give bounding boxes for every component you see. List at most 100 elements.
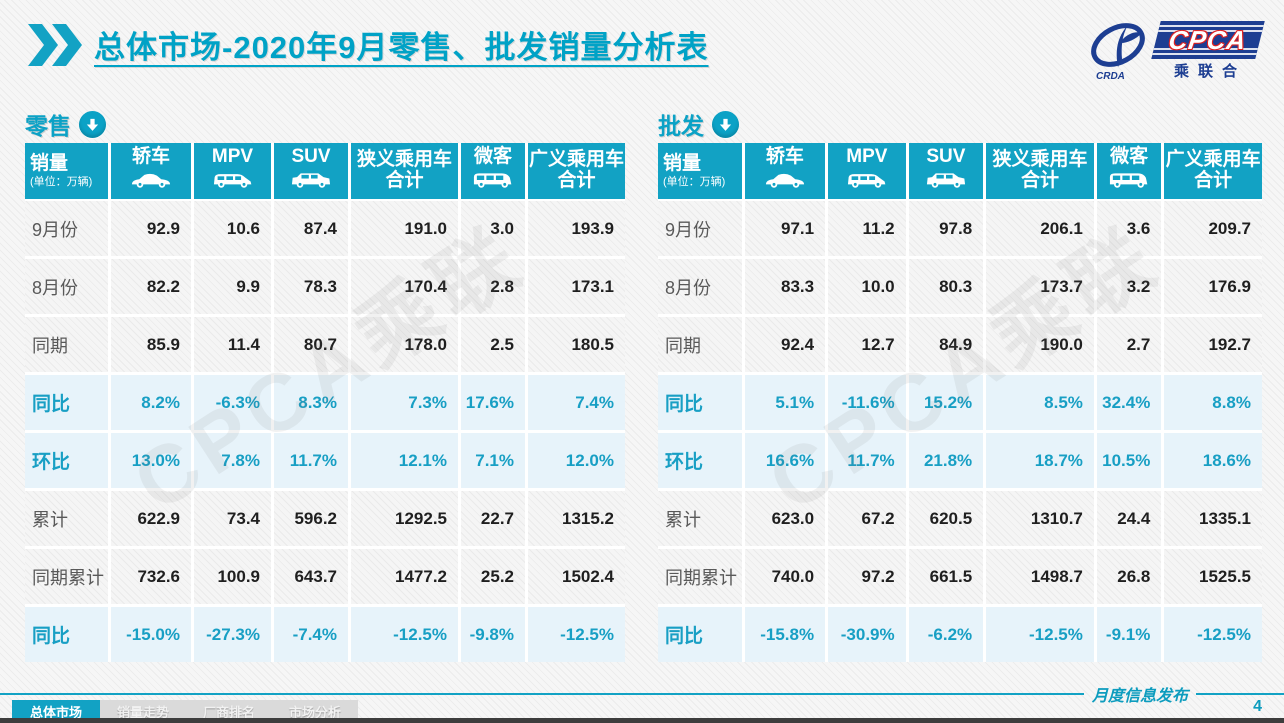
- col-header-sedan: 轿车: [111, 143, 191, 199]
- table-cell-broad: -12.5%: [1164, 607, 1262, 662]
- table-cell-mpv: 11.4: [194, 317, 271, 372]
- table-cell-micro: 10.5%: [1096, 433, 1162, 488]
- divider: [0, 693, 1084, 695]
- col-header-label: 广义乘用车: [528, 149, 624, 171]
- table-cell-broad: 1502.4: [528, 549, 625, 604]
- table-cell-mpv: 11.7%: [828, 433, 906, 488]
- cpca-logo: CRDA CPCA 乘联合: [1088, 12, 1268, 84]
- table-cell-broad: 8.8%: [1164, 375, 1262, 430]
- table-cell-sedan: 83.3: [744, 259, 826, 314]
- wholesale-section-head: 批发: [658, 108, 1262, 140]
- col-header-narrow: 狭义乘用车 合计: [351, 143, 458, 199]
- table-cell-narrow: 190.0: [986, 317, 1094, 372]
- cpca-acronym: CPCA: [1167, 24, 1250, 55]
- row-label: 累计: [658, 491, 742, 546]
- tab-市场分析[interactable]: 市场分析: [288, 705, 341, 720]
- table-cell-sedan: 13.0%: [111, 433, 191, 488]
- bottom-border: [0, 718, 1284, 723]
- tab-总体市场[interactable]: 总体市场: [12, 700, 100, 723]
- table-cell-broad: 1525.5: [1164, 549, 1262, 604]
- col-header-label: 轿车: [131, 146, 170, 168]
- col-header-label: 狭义乘用车: [356, 149, 452, 171]
- col-header-sedan: 轿车: [744, 143, 826, 199]
- table-cell-micro: 3.2: [1096, 259, 1162, 314]
- table-cell-sedan: -15.8%: [744, 607, 826, 662]
- table-cell-sedan: 622.9: [111, 491, 191, 546]
- retail-panel: 零售 销量 (单位：万辆) 轿车 MPV SUV 狭义乘用车 合计 微客 广义乘用车 合计 9月份 9…: [25, 108, 625, 662]
- col-header-broad: 广义乘用车 合计: [1164, 143, 1262, 199]
- col-header-sublabel: (单位：万辆): [30, 176, 93, 189]
- col-header-suv: SUV: [908, 143, 984, 199]
- svg-text:CRDA: CRDA: [1096, 71, 1125, 81]
- table-cell-suv: 80.3: [908, 259, 984, 314]
- table-cell-narrow: 1498.7: [986, 549, 1094, 604]
- van-icon: [471, 168, 515, 195]
- table-cell-micro: 22.7: [461, 491, 525, 546]
- col-header-label: 轿车: [765, 146, 804, 168]
- col-header-label: 微客: [473, 146, 512, 168]
- table-cell-suv: 80.7: [274, 317, 348, 372]
- table-cell-suv: 643.7: [274, 549, 348, 604]
- crda-emblem-icon: CRDA: [1091, 23, 1145, 81]
- sedan-icon: [129, 168, 173, 195]
- table-cell-sedan: 82.2: [111, 259, 191, 314]
- table-cell-suv: 87.4: [274, 201, 348, 256]
- row-label: 同比: [658, 607, 742, 662]
- table-cell-micro: 2.7: [1096, 317, 1162, 372]
- table-cell-broad: 1315.2: [528, 491, 625, 546]
- col-header-label: MPV: [211, 146, 254, 168]
- table-cell-broad: 192.7: [1164, 317, 1262, 372]
- table-cell-narrow: 173.7: [986, 259, 1094, 314]
- table-cell-narrow: 8.5%: [986, 375, 1094, 430]
- row-label: 同比: [25, 375, 108, 430]
- table-cell-mpv: 12.7: [828, 317, 906, 372]
- suv-icon: [924, 168, 968, 195]
- table-cell-micro: 7.1%: [461, 433, 525, 488]
- table-cell-sedan: 92.9: [111, 201, 191, 256]
- retail-table: 销量 (单位：万辆) 轿车 MPV SUV 狭义乘用车 合计 微客 广义乘用车 合计 9月份 92.9…: [25, 143, 625, 662]
- col-header-label: 合计: [557, 170, 596, 191]
- tab-销量走势[interactable]: 销量走势: [116, 705, 169, 720]
- tab-厂商排名[interactable]: 厂商排名: [202, 705, 255, 720]
- table-cell-mpv: -11.6%: [828, 375, 906, 430]
- table-cell-broad: 18.6%: [1164, 433, 1262, 488]
- col-header-label: 合计: [385, 170, 424, 191]
- table-cell-narrow: 206.1: [986, 201, 1094, 256]
- table-cell-narrow: 1292.5: [351, 491, 458, 546]
- table-cell-sedan: 740.0: [744, 549, 826, 604]
- table-cell-micro: 26.8: [1096, 549, 1162, 604]
- table-cell-mpv: 11.2: [828, 201, 906, 256]
- table-cell-mpv: 73.4: [194, 491, 271, 546]
- divider: [1196, 693, 1284, 695]
- col-header-label: 销量: [663, 152, 702, 174]
- table-cell-suv: 15.2%: [908, 375, 984, 430]
- table-cell-narrow: -12.5%: [986, 607, 1094, 662]
- table-cell-broad: 180.5: [528, 317, 625, 372]
- table-cell-mpv: 67.2: [828, 491, 906, 546]
- table-cell-mpv: 10.0: [828, 259, 906, 314]
- row-label: 累计: [25, 491, 108, 546]
- table-cell-sedan: 16.6%: [744, 433, 826, 488]
- sedan-icon: [763, 168, 807, 195]
- col-header-sales: 销量 (单位：万辆): [658, 143, 742, 199]
- table-cell-micro: 2.8: [461, 259, 525, 314]
- row-label: 同期: [25, 317, 108, 372]
- table-cell-mpv: 97.2: [828, 549, 906, 604]
- table-cell-suv: 11.7%: [274, 433, 348, 488]
- retail-section-label: 零售: [25, 113, 71, 139]
- page-header: 总体市场-2020年9月零售、批发销量分析表: [28, 22, 709, 67]
- table-cell-micro: 17.6%: [461, 375, 525, 430]
- wholesale-section-label: 批发: [658, 113, 704, 139]
- table-cell-narrow: 18.7%: [986, 433, 1094, 488]
- col-header-suv: SUV: [274, 143, 348, 199]
- row-label: 8月份: [658, 259, 742, 314]
- table-cell-narrow: 1310.7: [986, 491, 1094, 546]
- cpca-wordmark: CPCA 乘联合: [1151, 15, 1265, 81]
- table-cell-micro: 24.4: [1096, 491, 1162, 546]
- row-label: 8月份: [25, 259, 108, 314]
- col-header-label: 销量: [30, 152, 69, 174]
- table-cell-suv: 596.2: [274, 491, 348, 546]
- suv-icon: [289, 168, 333, 195]
- table-cell-sedan: -15.0%: [111, 607, 191, 662]
- col-header-label: MPV: [846, 146, 888, 168]
